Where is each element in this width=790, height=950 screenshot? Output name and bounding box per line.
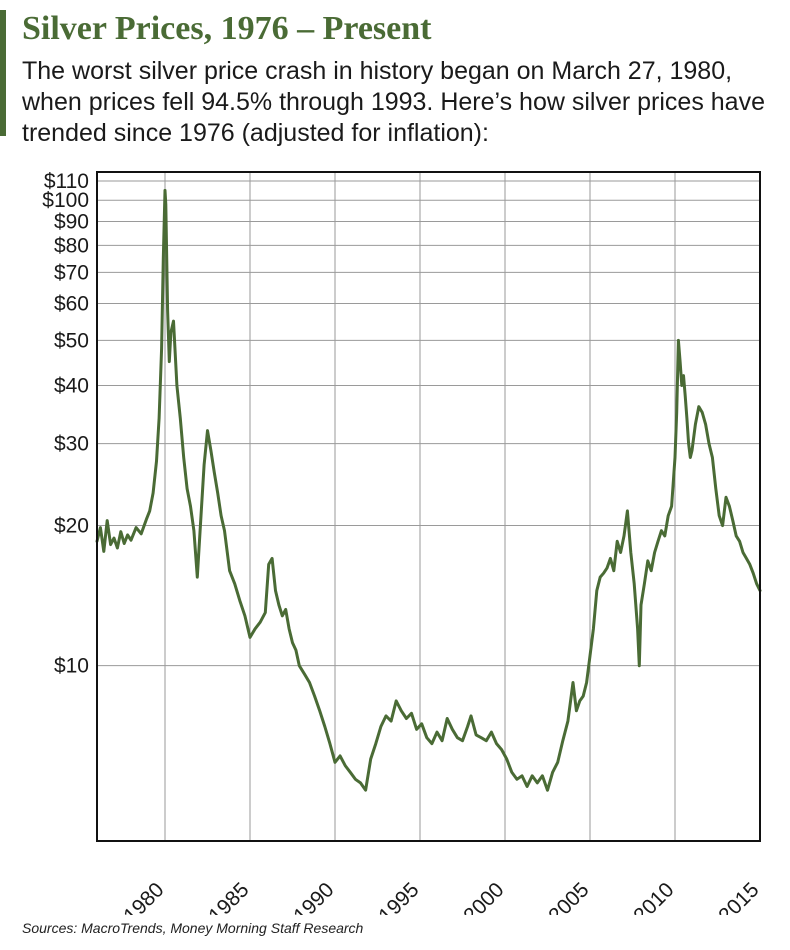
y-tick-label: $30 (54, 433, 89, 456)
y-tick-label: $60 (54, 292, 89, 315)
y-tick-label: $80 (54, 234, 89, 257)
y-tick-label: $50 (54, 329, 89, 352)
x-tick-label: 2005 (544, 878, 593, 915)
y-tick-label: $110 (44, 170, 89, 193)
accent-bar (0, 10, 6, 136)
y-tick-label: $40 (54, 374, 89, 397)
y-tick-label: $20 (54, 515, 89, 538)
x-tick-label: 2010 (629, 878, 678, 915)
x-tick-label: 1995 (374, 878, 423, 915)
x-axis-labels: 1980 1985 1990 1995 2000 2005 2010 2015 (119, 878, 763, 915)
plot-frame (96, 171, 761, 842)
source-note: Sources: MacroTrends, Money Morning Staf… (22, 920, 363, 936)
x-tick-label: 2000 (459, 878, 508, 915)
x-tick-label: 1985 (204, 878, 253, 915)
y-tick-label: $100 (42, 189, 89, 212)
silver-price-chart: $10 $20 $30 $40 $50 $60 $70 $80$90$100$110 1980… (42, 170, 763, 915)
y-tick-label: $10 (54, 655, 89, 678)
chart-title: Silver Prices, 1976 – Present (22, 10, 432, 47)
x-tick-label: 1990 (289, 878, 338, 915)
series-line (95, 188, 762, 792)
y-tick-label: $70 (54, 261, 89, 284)
y-gridlines (97, 180, 760, 667)
y-axis-labels: $10 $20 $30 $40 $50 $60 $70 $80$90$100$110 (42, 170, 89, 678)
chart-subtitle: The worst silver price crash in history … (22, 57, 765, 147)
price-series (95, 188, 762, 792)
x-tick-label: 1980 (119, 878, 168, 915)
source-prefix: Sources: MacroTrends, Money Morning (22, 920, 271, 936)
source-emphasis: Staff Research (270, 920, 364, 936)
y-tick-label: $90 (54, 211, 89, 234)
x-tick-label: 2015 (714, 878, 763, 915)
